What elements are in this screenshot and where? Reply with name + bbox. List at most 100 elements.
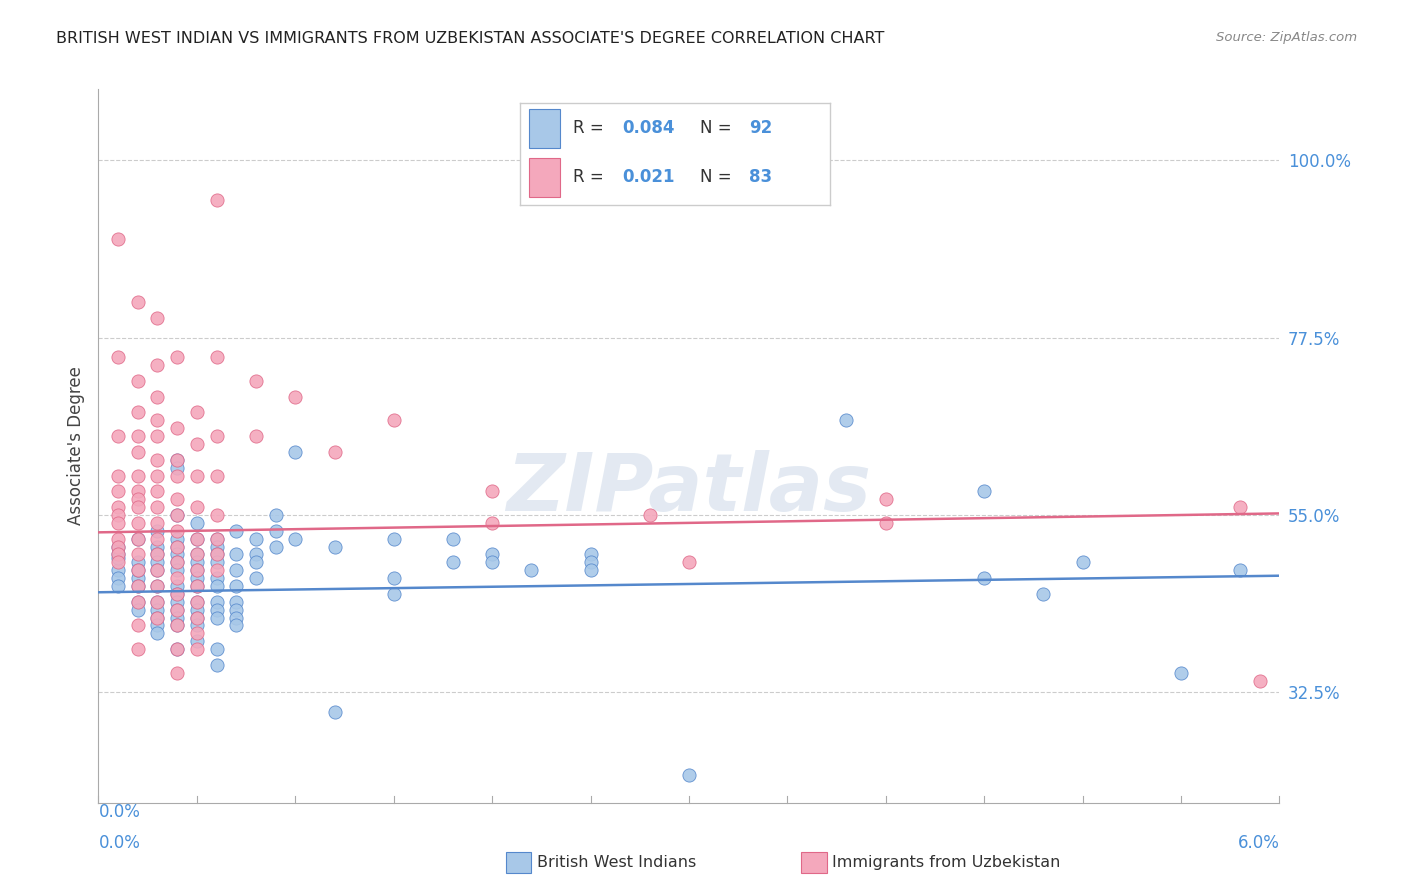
Point <box>127 492 149 507</box>
Point <box>127 468 149 483</box>
Point <box>146 452 169 467</box>
Point <box>186 602 208 616</box>
Point <box>205 657 228 672</box>
Point <box>205 642 228 657</box>
Point <box>264 540 287 554</box>
Point <box>323 540 346 554</box>
Point <box>205 429 228 443</box>
Point <box>107 548 129 562</box>
Point <box>205 563 228 577</box>
Point <box>875 492 897 507</box>
Point <box>481 548 503 562</box>
Text: British West Indians: British West Indians <box>537 855 696 870</box>
Text: N =: N = <box>700 169 737 186</box>
Point <box>127 642 149 657</box>
Point <box>166 452 188 467</box>
Point <box>107 468 129 483</box>
Point <box>146 595 169 609</box>
Point <box>146 602 169 616</box>
Point <box>146 390 169 404</box>
Point <box>186 405 208 419</box>
Point <box>146 468 169 483</box>
Point <box>205 468 228 483</box>
Point <box>1170 665 1192 680</box>
Point <box>107 563 129 577</box>
Point <box>107 540 129 554</box>
Point <box>146 548 169 562</box>
Point <box>245 555 267 569</box>
Point <box>146 500 169 515</box>
Point <box>973 484 995 499</box>
Point <box>127 405 149 419</box>
Point <box>146 540 169 554</box>
Point <box>245 548 267 562</box>
Point <box>127 374 149 388</box>
Point <box>107 500 129 515</box>
Point <box>225 602 247 616</box>
Point <box>127 555 149 569</box>
Point <box>264 524 287 538</box>
Point <box>205 540 228 554</box>
Text: ZIPatlas: ZIPatlas <box>506 450 872 528</box>
Point <box>245 429 267 443</box>
Point <box>127 516 149 530</box>
Point <box>107 571 129 585</box>
Point <box>186 571 208 585</box>
Point <box>166 563 188 577</box>
Point <box>186 610 208 624</box>
Point <box>107 508 129 522</box>
Point <box>205 193 228 207</box>
Point <box>166 460 188 475</box>
Point <box>225 524 247 538</box>
Point <box>579 555 602 569</box>
Point <box>579 563 602 577</box>
Point <box>520 563 543 577</box>
Point <box>225 548 247 562</box>
Point <box>146 358 169 372</box>
Point <box>245 571 267 585</box>
Point <box>107 551 129 566</box>
Text: R =: R = <box>572 169 614 186</box>
Point <box>166 602 188 616</box>
Point <box>186 548 208 562</box>
Point <box>146 413 169 427</box>
Point <box>127 429 149 443</box>
Point <box>146 618 169 632</box>
Point <box>127 532 149 546</box>
Text: 6.0%: 6.0% <box>1237 834 1279 852</box>
Point <box>146 610 169 624</box>
Point <box>1032 587 1054 601</box>
Point <box>127 602 149 616</box>
Point <box>481 555 503 569</box>
Text: BRITISH WEST INDIAN VS IMMIGRANTS FROM UZBEKISTAN ASSOCIATE'S DEGREE CORRELATION: BRITISH WEST INDIAN VS IMMIGRANTS FROM U… <box>56 31 884 46</box>
Point <box>146 532 169 546</box>
Point <box>186 563 208 577</box>
Point <box>225 579 247 593</box>
Point <box>107 532 129 546</box>
Point <box>127 571 149 585</box>
Point <box>205 548 228 562</box>
Point <box>284 532 307 546</box>
Point <box>1229 500 1251 515</box>
Point <box>166 351 188 365</box>
Point <box>205 532 228 546</box>
Point <box>186 532 208 546</box>
Point <box>166 571 188 585</box>
Point <box>127 595 149 609</box>
FancyBboxPatch shape <box>530 109 561 148</box>
Point <box>186 437 208 451</box>
Point <box>205 508 228 522</box>
Text: R =: R = <box>572 120 609 137</box>
Point <box>186 579 208 593</box>
Point <box>186 500 208 515</box>
Point <box>146 579 169 593</box>
Point <box>107 540 129 554</box>
Text: 83: 83 <box>749 169 772 186</box>
Point <box>186 555 208 569</box>
Point <box>835 413 858 427</box>
Point <box>166 579 188 593</box>
Point <box>166 492 188 507</box>
Point <box>146 579 169 593</box>
Point <box>638 508 661 522</box>
Point <box>225 618 247 632</box>
